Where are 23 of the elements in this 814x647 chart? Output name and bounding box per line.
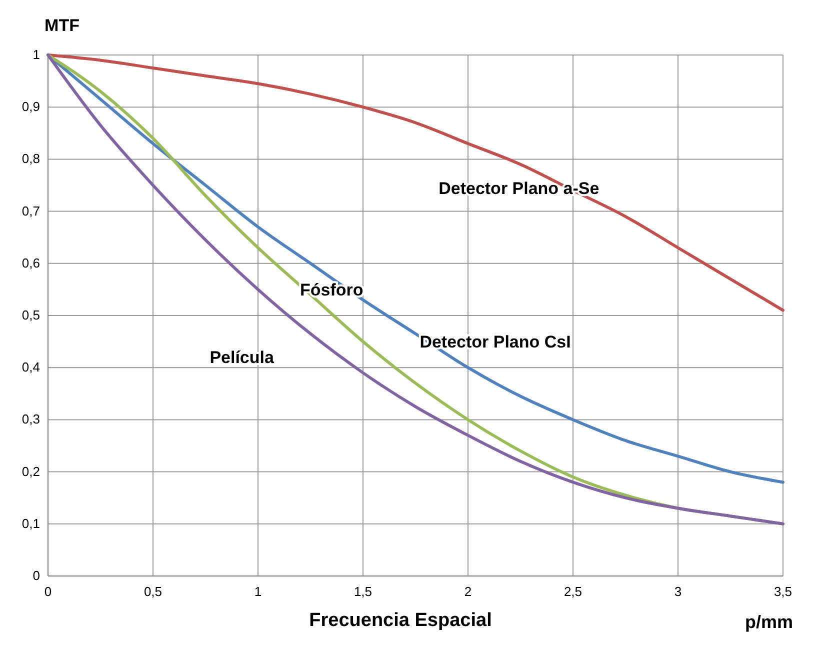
text: Película [210,348,274,368]
x-tick-label: 2,5 [564,584,582,599]
y-tick-label: 0,9 [22,99,40,114]
y-tick-label: 0,1 [22,516,40,531]
y-tick-label: 0,5 [22,308,40,322]
y-axis-title: MTF [44,16,80,35]
x-tick-label: 1,5 [354,584,372,599]
x-tick-label: 3,5 [774,584,792,599]
x-axis-title: Frecuencia Espacial [309,610,492,631]
y-tick-label: 0,6 [22,255,40,270]
y-tick-label: 0,4 [22,360,40,375]
y-tick-label: 0,8 [22,151,40,166]
y-tick-label: 0,2 [22,464,40,479]
x-tick-label: 0 [44,584,52,599]
y-tick-label: 1 [32,47,40,62]
y-tick-label: 0,7 [22,203,40,218]
y-tick-label: 0,3 [22,412,40,427]
y-tick-label: 0 [32,568,40,583]
text: p/mm [744,612,793,632]
x-tick-label: 0,5 [144,584,162,599]
x-tick-label: 2 [464,584,472,599]
x-tick-label: 1 [254,584,262,599]
x-tick-label: 3 [674,584,682,599]
